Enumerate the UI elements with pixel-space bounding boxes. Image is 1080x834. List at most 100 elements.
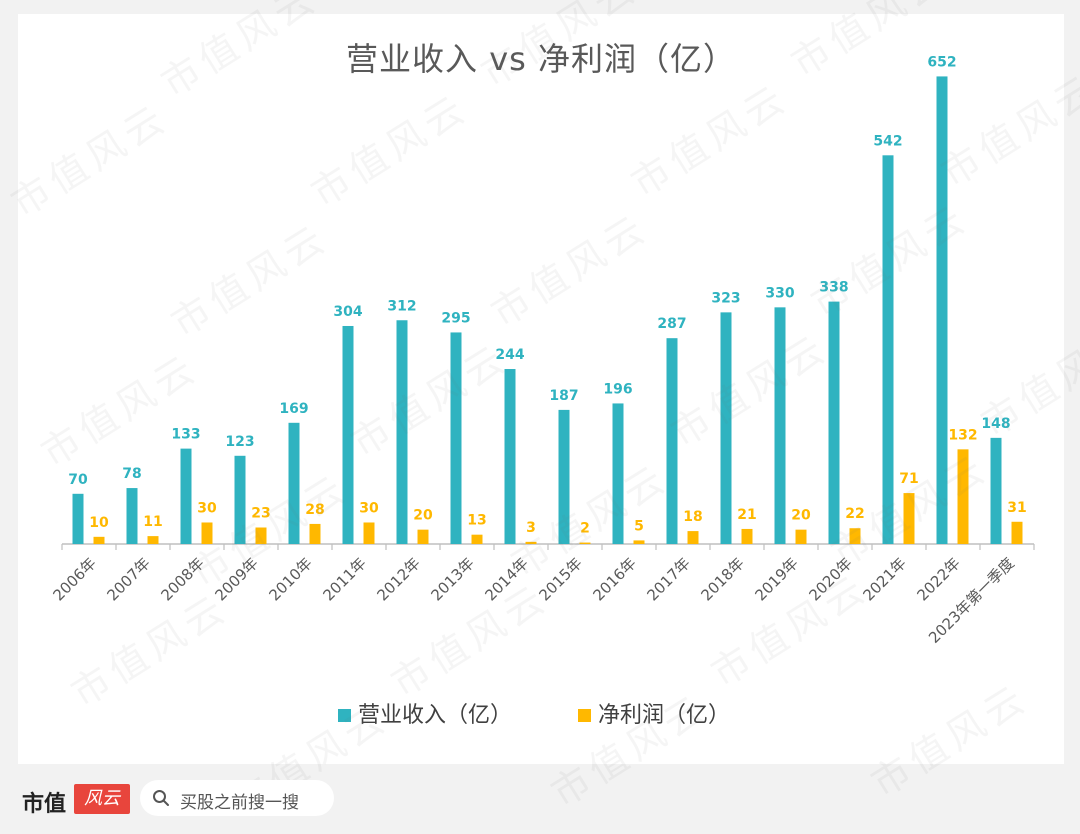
revenue-data-label: 148 [981,416,1010,432]
revenue-data-label: 338 [819,280,848,296]
profit-data-label: 21 [737,507,756,523]
chart-title: 营业收入 vs 净利润（亿） [346,40,736,78]
revenue-bar [666,338,678,544]
revenue-bar [990,437,1002,544]
legend-profit-swatch [578,709,591,722]
profit-data-label: 13 [467,513,486,529]
x-tick-label: 2015年 [535,554,585,604]
x-tick-label: 2010年 [265,554,315,604]
revenue-data-label: 244 [495,347,524,363]
profit-bar [93,536,105,544]
profit-data-label: 31 [1007,500,1026,516]
revenue-data-label: 169 [279,401,308,417]
profit-data-label: 11 [143,514,162,530]
profit-bar [417,529,429,544]
search-box[interactable]: 买股之前搜一搜 [140,780,334,816]
profit-data-label: 22 [845,506,864,522]
revenue-data-label: 295 [441,310,470,326]
revenue-data-label: 196 [603,381,632,397]
legend-revenue-label: 营业收入（亿） [358,703,512,728]
revenue-bar [936,76,948,544]
profit-data-label: 10 [89,515,109,531]
revenue-data-label: 78 [122,466,141,482]
revenue-data-label: 312 [387,298,416,314]
legend-profit-label: 净利润（亿） [598,703,730,728]
x-tick-label: 2022年 [913,554,963,604]
revenue-bar [612,403,624,544]
chart-card: 营业收入 vs 净利润（亿） 70 78 133 123 169 304 312 295 244… [18,14,1064,764]
profit-bar [255,527,267,544]
x-tick-label: 2020年 [805,554,855,604]
profit-data-label: 20 [413,508,433,524]
brand-logo: 风云 [74,784,130,814]
revenue-data-label: 133 [171,427,200,443]
revenue-data-label: 70 [68,472,88,488]
profit-bar [525,541,537,544]
revenue-bar [450,332,462,544]
revenue-bar [396,320,408,544]
profit-data-label: 132 [948,427,977,443]
profit-bar [363,522,375,544]
revenue-bar [234,455,246,544]
profit-bar [687,531,699,544]
profit-data-label: 28 [305,502,324,518]
revenue-data-label: 123 [225,434,254,450]
profit-data-label: 18 [683,509,702,525]
profit-bar [579,542,591,544]
x-tick-label: 2019年 [751,554,801,604]
x-tick-label: 2017年 [643,554,693,604]
revenue-bar [828,301,840,544]
footer-bar: 市值 风云 买股之前搜一搜 [0,768,1080,834]
x-tick-label: 2012年 [373,554,423,604]
revenue-data-label: 652 [927,54,956,70]
x-tick-label: 2021年 [859,554,909,604]
x-tick-label: 2008年 [157,554,207,604]
profit-data-label: 71 [899,471,918,487]
profit-data-label: 2 [580,521,590,537]
revenue-data-label: 330 [765,285,794,301]
revenue-bar [558,409,570,544]
search-icon [153,790,169,806]
x-tick-label: 2018年 [697,554,747,604]
profit-data-label: 20 [791,508,811,524]
profit-data-label: 30 [197,500,217,516]
profit-bar [147,536,159,544]
profit-bar [471,534,483,544]
revenue-bar [882,155,894,544]
x-tick-label: 2014年 [481,554,531,604]
profit-bar [309,523,321,544]
revenue-bar [288,422,300,544]
profit-bar [903,493,915,544]
profit-bar [1011,521,1023,544]
x-tick-label: 2006年 [49,554,99,604]
revenue-data-label: 287 [657,316,686,332]
x-tick-label: 2009年 [211,554,261,604]
x-tick-label: 2011年 [319,554,369,604]
profit-bar [201,522,213,544]
profit-data-label: 23 [251,506,270,522]
profit-bar [633,540,645,544]
x-tick-label: 2013年 [427,554,477,604]
profit-bar [795,529,807,544]
revenue-bar [504,369,516,544]
profit-data-label: 5 [634,518,644,534]
x-tick-label: 2007年 [103,554,153,604]
revenue-bar [126,488,138,544]
revenue-bar [180,448,192,544]
profit-data-label: 3 [526,520,536,536]
search-placeholder: 买股之前搜一搜 [180,793,299,813]
revenue-bar [720,312,732,544]
revenue-bar [72,493,84,544]
revenue-data-label: 542 [873,133,902,149]
profit-bar [741,528,753,544]
revenue-data-label: 304 [333,304,362,320]
legend-revenue-swatch [338,709,351,722]
revenue-bar [342,325,354,544]
revenue-bar [774,307,786,544]
profit-data-label: 30 [359,500,379,516]
revenue-data-label: 323 [711,290,740,306]
profit-bar [849,528,861,544]
x-tick-label: 2016年 [589,554,639,604]
profit-bar [957,449,969,544]
